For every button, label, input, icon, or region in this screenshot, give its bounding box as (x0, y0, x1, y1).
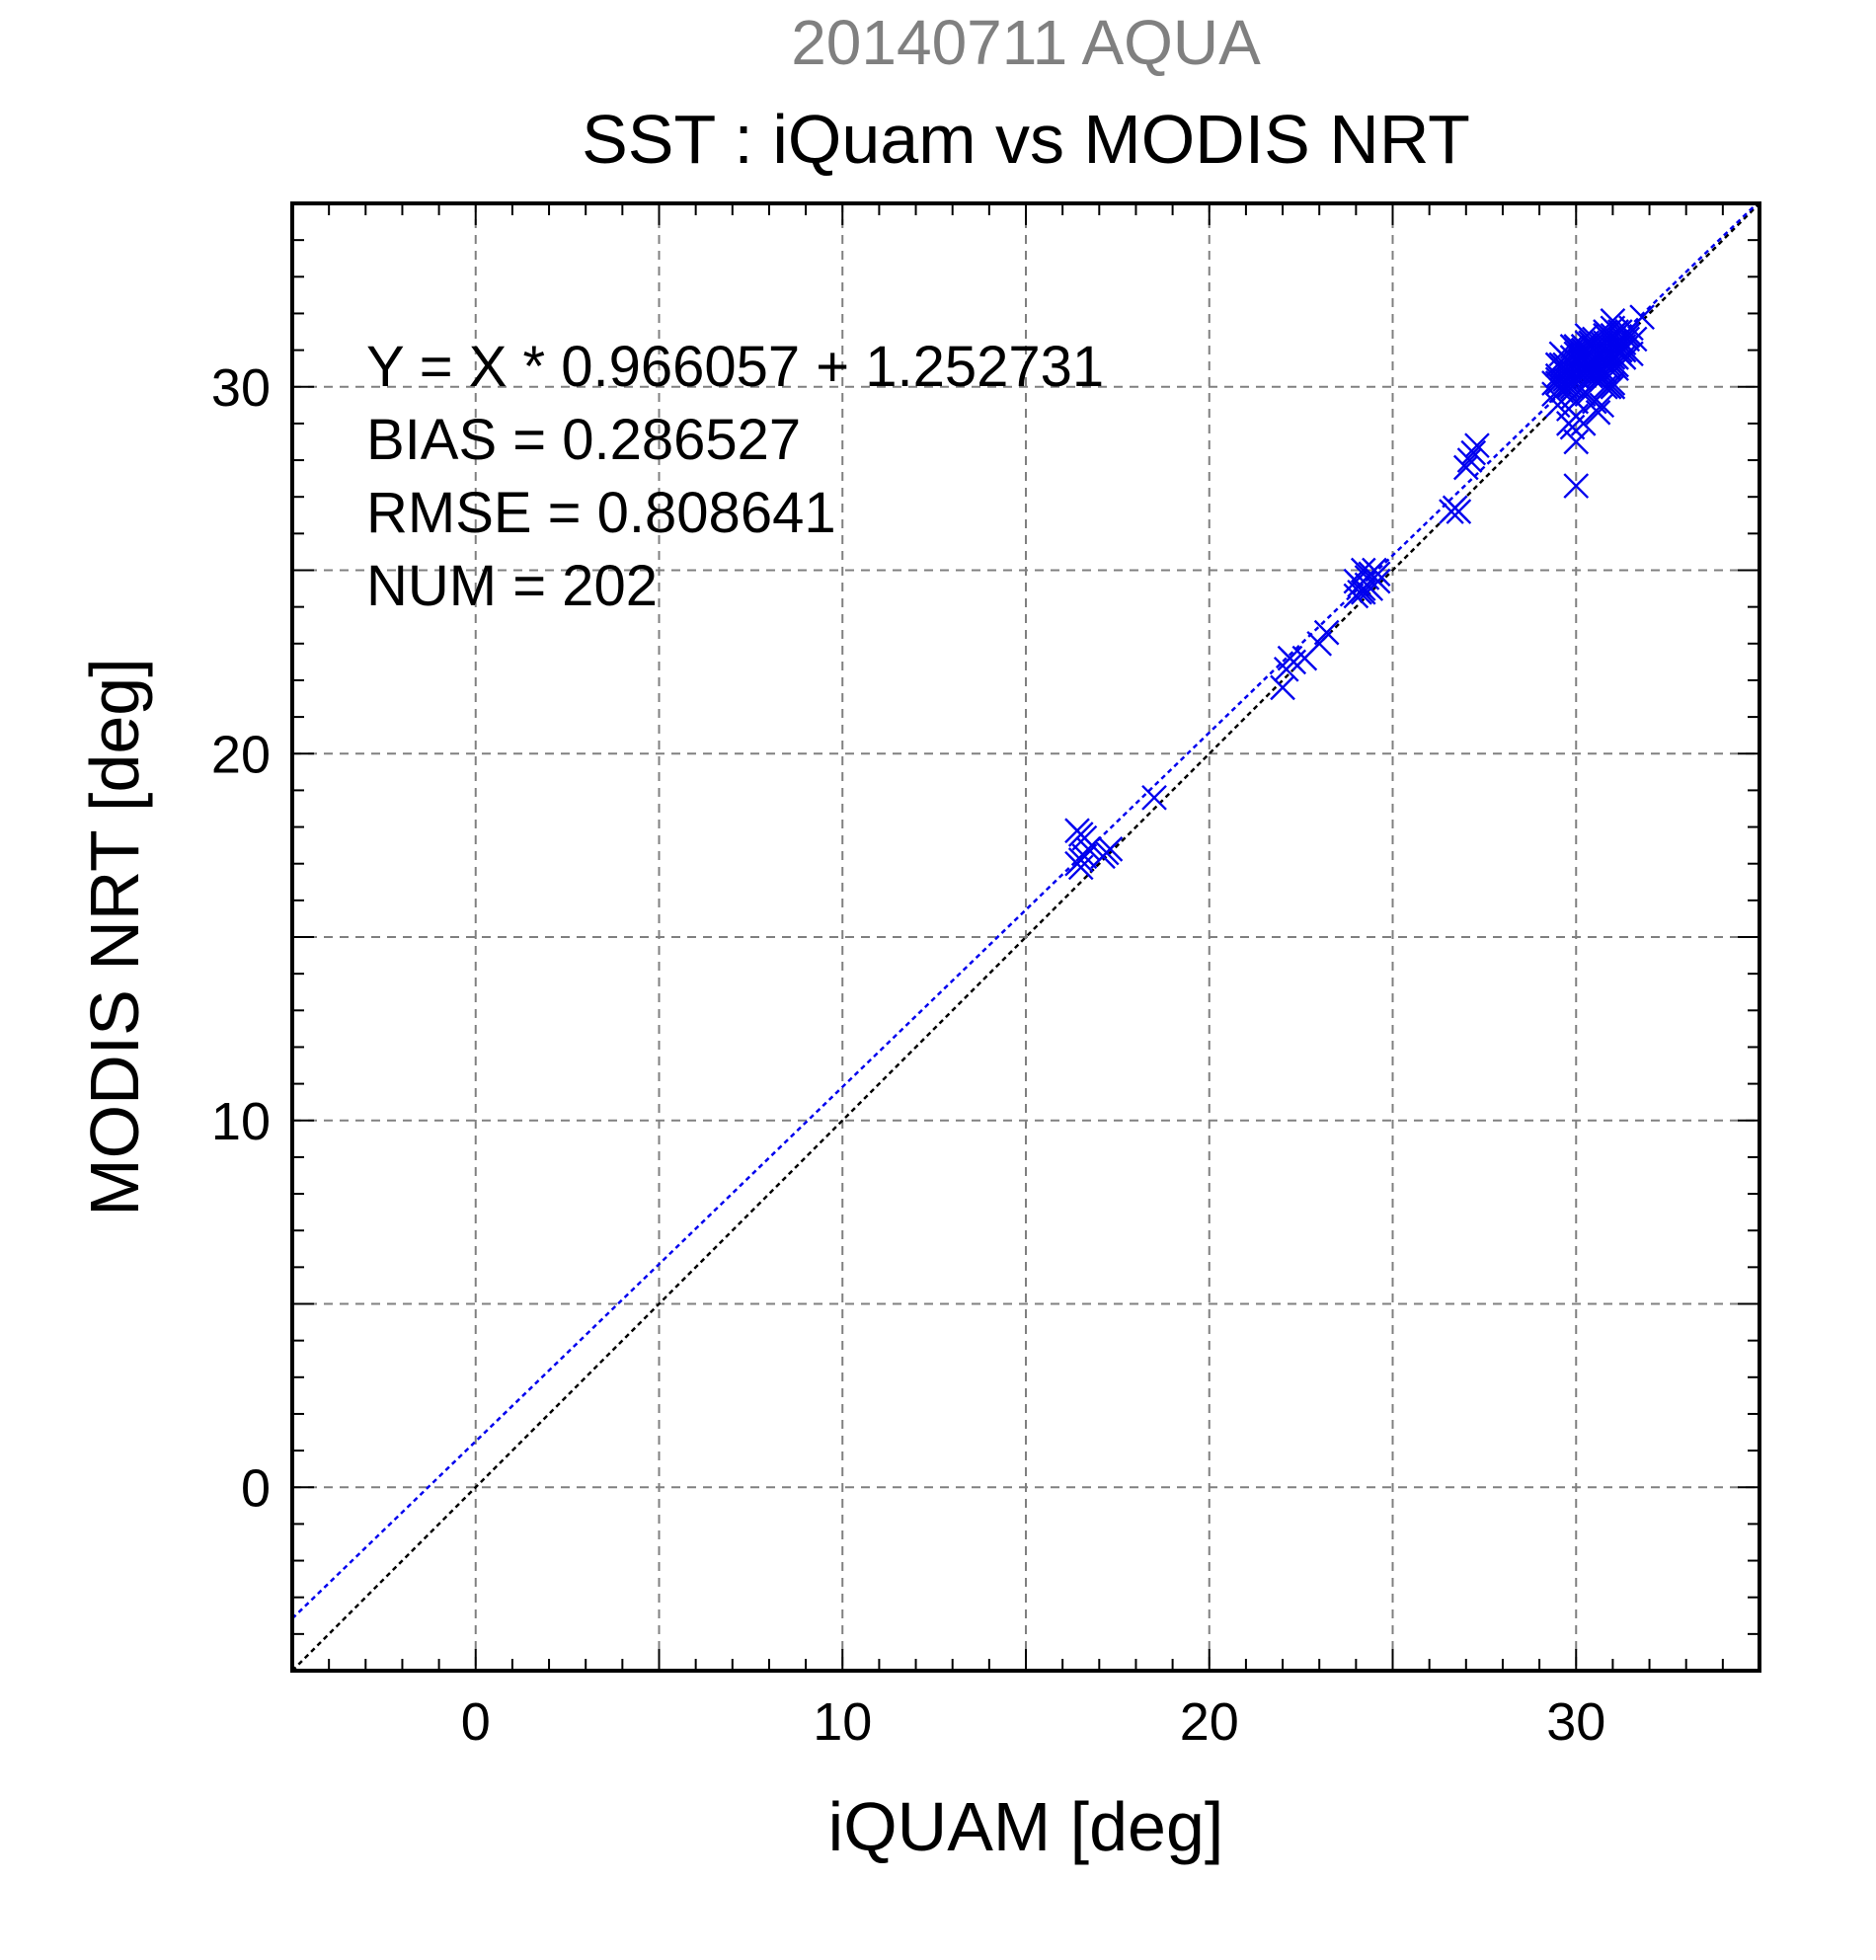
data-point (1589, 366, 1615, 393)
y-tick-label: 20 (211, 725, 271, 784)
stats-annotation: Y = X * 0.966057 + 1.252731 BIAS = 0.286… (366, 335, 1104, 618)
data-point (1365, 561, 1391, 588)
data-point (1574, 337, 1601, 363)
data-point (1350, 557, 1376, 584)
reference-lines (291, 202, 1760, 1672)
data-point (1589, 392, 1615, 419)
data-point (1313, 619, 1340, 646)
data-point (1350, 579, 1376, 605)
x-axis-label: iQUAM [deg] (828, 1788, 1224, 1865)
y-tick-label: 0 (241, 1458, 271, 1518)
data-point (1306, 630, 1333, 657)
data-points (1064, 304, 1655, 881)
data-point (1614, 326, 1641, 353)
data-point (1603, 345, 1629, 370)
data-point (1456, 447, 1483, 473)
x-tick-label: 0 (461, 1692, 491, 1752)
data-point (1559, 362, 1586, 389)
data-point (1460, 439, 1487, 466)
data-point (1585, 399, 1611, 426)
rmse-text: RMSE = 0.808641 (366, 481, 836, 545)
data-point (1600, 315, 1626, 342)
bias-text: BIAS = 0.286527 (366, 408, 801, 472)
x-tick-label: 30 (1546, 1692, 1605, 1752)
num-text: NUM = 202 (366, 554, 658, 618)
x-tick-label: 20 (1180, 1692, 1239, 1752)
data-point (1563, 473, 1590, 499)
y-tick-label: 10 (211, 1092, 271, 1151)
chart-subtitle: 20140711 AQUA (791, 7, 1261, 78)
chart-title: SST : iQuam vs MODIS NRT (582, 101, 1470, 178)
y-tick-label: 30 (211, 358, 271, 418)
data-point (1578, 330, 1603, 356)
data-point (1559, 414, 1586, 440)
data-point (1585, 359, 1611, 385)
tick-labels: 0 10 20 30 0 10 20 30 (211, 358, 1605, 1752)
data-point (1563, 355, 1590, 382)
data-point (1464, 432, 1490, 459)
data-point (1446, 499, 1472, 524)
x-tick-label: 10 (813, 1692, 872, 1752)
data-point (1067, 847, 1094, 873)
grid-layer (292, 203, 1759, 1671)
data-point (1570, 381, 1597, 408)
fit-line (291, 202, 1759, 1620)
data-point (1343, 568, 1369, 594)
data-point (1090, 843, 1116, 870)
data-point (1452, 454, 1479, 481)
data-point (1141, 784, 1167, 811)
data-point (1358, 576, 1384, 601)
y-axis-label: MODIS NRT [deg] (76, 658, 153, 1215)
fit-equation-text: Y = X * 0.966057 + 1.252731 (366, 335, 1104, 399)
plot-frame (290, 201, 1761, 1673)
data-point (1563, 429, 1590, 455)
